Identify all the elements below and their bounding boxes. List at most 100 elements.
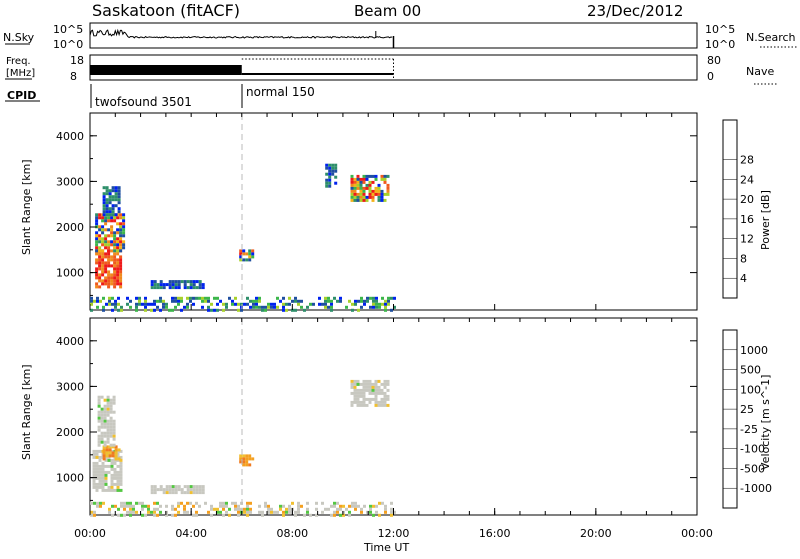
range-cell [267, 302, 270, 306]
range-cell [104, 264, 108, 268]
range-cell [106, 404, 110, 408]
range-cell [104, 243, 108, 247]
range-cell [119, 273, 123, 277]
range-cell [336, 507, 339, 511]
power-colorbar-tick-label: 16 [740, 213, 754, 226]
range-cell [264, 501, 267, 505]
range-cell [282, 302, 285, 306]
nsky-line [89, 28, 393, 39]
date-label: 23/Dec/2012 [587, 2, 683, 20]
range-cell [113, 282, 117, 286]
range-cell [245, 457, 249, 461]
range-cell [356, 400, 360, 404]
range-cell [150, 488, 154, 492]
range-cell [107, 282, 111, 286]
range-cell [112, 398, 116, 402]
range-cell [92, 473, 96, 477]
range-cell [110, 282, 114, 286]
range-cell [108, 207, 112, 211]
range-cell [123, 504, 126, 508]
range-cell [116, 488, 120, 492]
power-marks [90, 163, 396, 312]
range-cell [321, 510, 324, 514]
beam-label: Beam 00 [354, 2, 421, 20]
range-cell [104, 476, 108, 480]
range-cell [359, 195, 363, 199]
y-tick-label: 3000 [56, 175, 84, 188]
range-cell [231, 299, 234, 303]
range-cell [371, 195, 375, 199]
range-cell [288, 504, 291, 508]
range-cell [108, 299, 111, 303]
range-cell [393, 296, 396, 300]
range-cell [117, 457, 121, 461]
range-cell [192, 296, 195, 300]
range-cell [186, 296, 189, 300]
range-cell [350, 189, 354, 193]
range-cell [165, 305, 168, 309]
range-cell [105, 192, 109, 196]
range-cell [374, 391, 378, 395]
range-cell [300, 504, 303, 508]
range-cell [375, 305, 378, 309]
range-cell [119, 270, 123, 274]
range-cell [107, 234, 111, 238]
range-cell [101, 464, 105, 468]
range-cell [383, 382, 387, 386]
range-cell [242, 457, 246, 461]
range-cell [150, 286, 154, 290]
range-cell [111, 513, 114, 517]
range-cell [113, 216, 117, 220]
range-cell [95, 470, 99, 474]
range-cell [189, 299, 192, 303]
range-cell [119, 279, 123, 283]
range-cell [374, 403, 378, 407]
range-cell [239, 457, 243, 461]
range-cell [222, 513, 225, 517]
power-colorbar-tick-label: 12 [740, 233, 754, 246]
range-cell [273, 510, 276, 514]
range-cell [126, 501, 129, 505]
range-cell [377, 192, 381, 196]
range-cell [106, 422, 110, 426]
range-cell [95, 473, 99, 477]
range-cell [113, 246, 117, 250]
range-cell [368, 174, 372, 178]
range-cell [282, 513, 285, 517]
range-cell [119, 267, 123, 271]
range-cell [222, 302, 225, 306]
range-cell [98, 285, 102, 289]
range-cell [104, 255, 108, 259]
range-cell [104, 488, 108, 492]
range-cell [122, 234, 126, 238]
range-cell [384, 305, 387, 309]
range-cell [95, 455, 99, 459]
range-cell [113, 267, 117, 271]
range-cell [92, 449, 96, 453]
range-cell [183, 504, 186, 508]
range-cell [103, 404, 107, 408]
velocity-colorbar-label: Velocity [m s^-1] [759, 375, 772, 470]
range-cell [112, 443, 116, 447]
range-cell [362, 186, 366, 190]
range-cell [114, 299, 117, 303]
range-cell [114, 445, 118, 449]
range-cell [92, 482, 96, 486]
range-cell [183, 280, 187, 284]
range-cell [113, 273, 117, 277]
range-cell [97, 437, 101, 441]
range-cell [95, 252, 99, 256]
range-cell [371, 198, 375, 202]
range-cell [365, 174, 369, 178]
range-cell [156, 299, 159, 303]
range-cell [111, 186, 115, 190]
range-cell [116, 485, 120, 489]
velocity-marks [90, 379, 396, 517]
range-cell [117, 198, 121, 202]
range-cell [92, 470, 96, 474]
range-cell [297, 507, 300, 511]
range-cell [110, 473, 114, 477]
range-cell [234, 501, 237, 505]
range-cell [377, 379, 381, 383]
range-cell [102, 305, 105, 309]
